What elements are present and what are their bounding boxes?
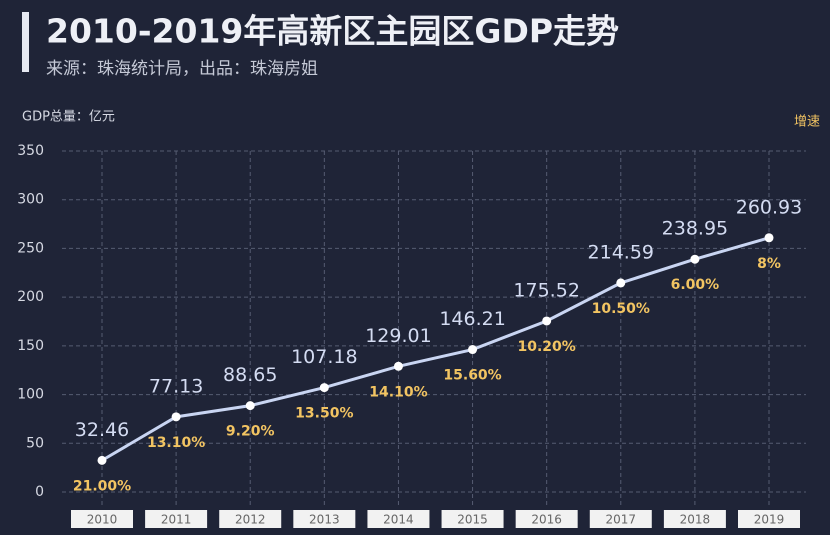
value-label: 32.46 <box>75 419 129 441</box>
x-tick-label: 2017 <box>606 513 637 527</box>
data-point <box>393 361 403 371</box>
x-tick-box <box>71 510 133 528</box>
data-point <box>542 316 552 326</box>
data-point <box>690 254 700 264</box>
value-label: 238.95 <box>662 218 728 240</box>
x-tick-label: 2012 <box>235 513 266 527</box>
y-tick-label: 250 <box>17 240 44 256</box>
growth-value-label: 6.00% <box>671 277 720 293</box>
data-line <box>101 236 770 462</box>
x-tick-box <box>219 510 282 528</box>
x-tick-box <box>589 510 652 528</box>
chart-subtitle: 来源：珠海统计局，出品：珠海房姐 <box>46 59 318 79</box>
growth-value-label: 10.20% <box>518 339 576 355</box>
data-point <box>468 345 478 355</box>
x-tick-box <box>367 510 430 528</box>
growth-value-label: 15.60% <box>443 368 501 384</box>
x-tick-label: 2010 <box>87 513 118 527</box>
data-point <box>319 383 329 393</box>
x-tick-label: 2011 <box>161 513 192 527</box>
x-tick-label: 2013 <box>309 513 340 527</box>
value-label: 77.13 <box>149 375 203 397</box>
chart-title: 2010-2019年高新区主园区GDP走势 <box>46 12 619 51</box>
data-point <box>764 233 774 243</box>
data-point <box>171 412 181 422</box>
x-tick-box <box>145 510 208 528</box>
growth-value-label: 13.50% <box>295 406 353 422</box>
growth-value-label: 13.10% <box>147 435 205 451</box>
data-point <box>245 401 255 411</box>
value-label: 129.01 <box>365 325 431 347</box>
x-tick-label: 2016 <box>531 513 562 527</box>
growth-value-label: 8% <box>757 256 781 272</box>
value-label: 214.59 <box>588 241 654 263</box>
x-tick-label: 2014 <box>383 513 414 527</box>
y-tick-label: 200 <box>17 289 44 305</box>
growth-label: 增速 <box>794 115 820 130</box>
x-tick-box <box>441 510 504 528</box>
title-bar <box>22 12 29 72</box>
x-tick-box <box>738 510 800 528</box>
growth-value-label: 10.50% <box>592 301 650 317</box>
value-label: 88.65 <box>223 364 277 386</box>
x-tick-label: 2018 <box>680 513 711 527</box>
x-tick-label: 2019 <box>754 513 785 527</box>
data-point <box>97 455 107 465</box>
growth-value-label: 9.20% <box>226 424 275 440</box>
y-tick-label: 350 <box>17 143 44 159</box>
x-tick-box <box>293 510 356 528</box>
value-label: 260.93 <box>736 196 802 218</box>
y-tick-label: 150 <box>17 338 44 354</box>
growth-value-label: 14.10% <box>369 384 427 400</box>
x-tick-label: 2015 <box>457 513 488 527</box>
y-tick-label: 100 <box>17 387 44 403</box>
x-tick-box <box>515 510 578 528</box>
y-tick-label: 0 <box>35 484 44 500</box>
y-axis-label: GDP总量：亿元 <box>22 110 115 125</box>
data-point <box>616 278 626 288</box>
y-tick-label: 50 <box>26 435 44 451</box>
growth-value-label: 21.00% <box>73 478 131 494</box>
value-label: 107.18 <box>291 346 357 368</box>
value-label: 146.21 <box>439 308 505 330</box>
value-label: 175.52 <box>513 279 579 301</box>
y-tick-label: 300 <box>17 192 44 208</box>
x-tick-box <box>663 510 726 528</box>
